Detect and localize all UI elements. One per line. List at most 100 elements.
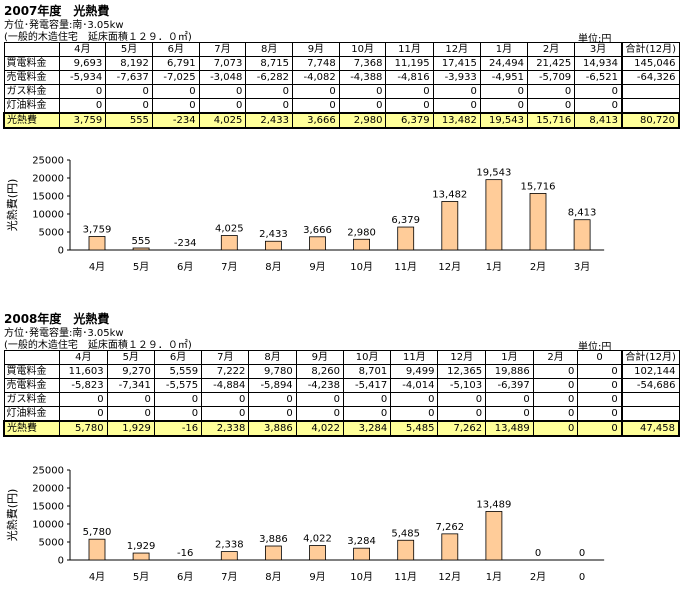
month-header: 4月 bbox=[58, 42, 107, 57]
bar bbox=[485, 511, 503, 561]
category-label: 1月 bbox=[486, 261, 502, 273]
row-label: 売電料金 bbox=[3, 70, 60, 85]
category-label: 8月 bbox=[265, 571, 281, 583]
table-cell: 8,701 bbox=[342, 364, 392, 379]
total-header: 合計(12月) bbox=[620, 350, 680, 365]
total-cell: 80,720 bbox=[620, 112, 680, 129]
data-label: 2,980 bbox=[347, 227, 376, 238]
table-cell: 0 bbox=[574, 98, 623, 114]
month-header: 9月 bbox=[292, 42, 340, 57]
table-cell: 0 bbox=[105, 98, 153, 114]
table-cell: -16 bbox=[153, 420, 203, 437]
table-cell: 0 bbox=[577, 378, 623, 393]
category-label: 3月 bbox=[574, 261, 590, 273]
total-cell bbox=[620, 406, 680, 422]
table-cell: 0 bbox=[338, 84, 387, 99]
data-label: 4,022 bbox=[303, 534, 332, 545]
total-cell bbox=[620, 392, 680, 407]
month-header: 10月 bbox=[342, 350, 392, 365]
data-label: 5,485 bbox=[391, 528, 420, 539]
section-title: 2008年度 光熱費 bbox=[4, 312, 110, 326]
table-row: 売電料金 -5,823 -7,341 -5,575 -4,884 -5,894 … bbox=[3, 378, 680, 393]
table-cell: 0 bbox=[577, 406, 623, 422]
table-cell: -6,282 bbox=[245, 70, 294, 85]
table-cell: -4,082 bbox=[292, 70, 340, 85]
table-cell: 0 bbox=[577, 420, 623, 437]
table-cell: 0 bbox=[479, 98, 529, 114]
bar bbox=[88, 538, 106, 561]
table-cell: 3,666 bbox=[292, 112, 340, 129]
data-label: 13,482 bbox=[432, 189, 467, 200]
data-label: -234 bbox=[174, 238, 197, 249]
bar bbox=[441, 533, 459, 561]
category-label: 9月 bbox=[309, 261, 325, 273]
total-cell: -64,326 bbox=[620, 70, 680, 85]
bar bbox=[220, 235, 238, 251]
y-tick-label: 20000 bbox=[32, 484, 64, 495]
table-cell: 2,980 bbox=[338, 112, 387, 129]
data-label: 7,262 bbox=[435, 522, 464, 533]
month-header: 2月 bbox=[532, 350, 579, 365]
table-cell: 0 bbox=[485, 406, 534, 422]
month-header: 6月 bbox=[151, 42, 200, 57]
row-label: 買電料金 bbox=[3, 364, 60, 379]
table-cell: 0 bbox=[338, 98, 387, 114]
data-label: 19,543 bbox=[476, 168, 511, 179]
data-label: 3,759 bbox=[83, 224, 112, 235]
month-header: 5月 bbox=[106, 350, 155, 365]
month-header: 12月 bbox=[437, 350, 487, 365]
table-cell: -5,575 bbox=[153, 378, 203, 393]
row-label: 光熱費 bbox=[2, 112, 60, 129]
total-cell: 145,046 bbox=[620, 56, 680, 71]
table-cell: 555 bbox=[105, 112, 153, 129]
bar bbox=[309, 545, 326, 561]
table-cell: 0 bbox=[385, 84, 434, 99]
table-cell: 0 bbox=[292, 98, 340, 114]
table-cell: -5,417 bbox=[342, 378, 392, 393]
table-cell: -3,048 bbox=[198, 70, 247, 85]
table-corner bbox=[3, 350, 60, 365]
table-cell: 7,222 bbox=[201, 364, 250, 379]
table-cell: 0 bbox=[532, 406, 579, 422]
row-label: 光熱費 bbox=[3, 420, 60, 437]
data-label: 3,666 bbox=[303, 225, 332, 236]
table-cell: 0 bbox=[245, 98, 294, 114]
row-label: 灯油料金 bbox=[3, 406, 60, 422]
table-cell: 0 bbox=[59, 406, 108, 422]
data-label: 2,338 bbox=[215, 540, 244, 551]
category-label: 5月 bbox=[133, 261, 149, 273]
bar bbox=[88, 236, 106, 251]
bar bbox=[132, 247, 150, 251]
table-row-highlight: 光熱費 5,780 1,929 -16 2,338 3,886 4,022 3,… bbox=[3, 420, 680, 437]
category-label: 6月 bbox=[177, 261, 193, 273]
y-tick-label: 15000 bbox=[32, 192, 64, 203]
category-label: 7月 bbox=[221, 571, 237, 583]
subtitle-house: (一般的木造住宅 延床面積１２９．０㎡) bbox=[4, 32, 192, 43]
data-label: -16 bbox=[177, 548, 193, 559]
category-label: 10月 bbox=[350, 261, 373, 273]
table-cell: -7,341 bbox=[106, 378, 155, 393]
table-cell: -3,933 bbox=[432, 70, 481, 85]
table-cell: 4,022 bbox=[295, 420, 344, 437]
unit-label: 単位:円 bbox=[578, 34, 612, 45]
table-row: ガス料金 0 0 0 0 0 0 0 0 0 0 0 0 bbox=[3, 392, 680, 407]
table-cell: 0 bbox=[59, 392, 108, 407]
table-cell: 0 bbox=[105, 84, 153, 99]
bar bbox=[353, 547, 371, 561]
table-cell: 0 bbox=[432, 98, 481, 114]
data-label: 2,433 bbox=[259, 229, 288, 240]
table-cell: 5,559 bbox=[153, 364, 203, 379]
category-label: 8月 bbox=[265, 261, 281, 273]
bar bbox=[441, 201, 459, 251]
table-cell: 0 bbox=[437, 406, 487, 422]
table-cell: 13,489 bbox=[485, 420, 534, 437]
table-cell: -7,025 bbox=[151, 70, 200, 85]
category-label: 10月 bbox=[350, 571, 373, 583]
table-cell: 4,025 bbox=[198, 112, 247, 129]
total-cell bbox=[620, 84, 680, 99]
table-cell: 9,270 bbox=[106, 364, 155, 379]
bar bbox=[264, 240, 282, 251]
total-cell bbox=[620, 98, 680, 114]
table-cell: 6,379 bbox=[385, 112, 434, 129]
table-cell: -6,397 bbox=[485, 378, 534, 393]
